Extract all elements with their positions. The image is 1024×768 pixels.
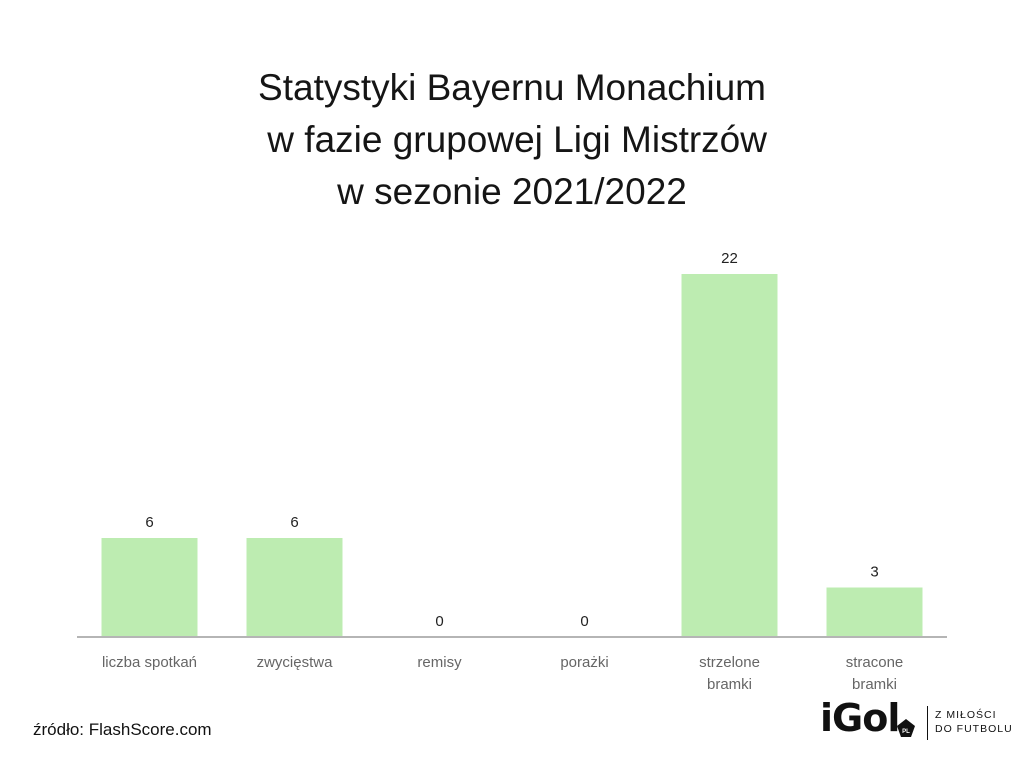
football-pitch-icon: PL [897,719,915,737]
value-label-1: 6 [290,514,298,531]
category-label-4-line-1: bramki [707,676,752,693]
logo-tagline: Z MIŁOŚCI DO FUTBOLU [935,708,1013,736]
bars-group [101,274,923,637]
value-label-4: 22 [721,250,738,267]
bar-0 [101,538,198,637]
chart-title-line-1: Statystyki Bayernu Monachium [258,67,766,108]
value-label-2: 0 [435,613,443,630]
category-label-4-line-0: strzelone [699,654,760,671]
chart-title-line-2: w fazie grupowej Ligi Mistrzów [257,119,767,160]
category-label-3: porażki [560,654,608,671]
category-label-0: liczba spotkań [102,654,197,671]
logo-wordmark: iGol [820,696,900,740]
category-label-5-line-0: stracone [846,654,904,671]
bar-1 [246,538,343,637]
logo-tagline-line-1: Z MIŁOŚCI [935,709,997,721]
value-label-0: 6 [145,514,153,531]
logo-tagline-line-2: DO FUTBOLU [935,723,1013,735]
igol-logo: iGol PL Z MIŁOŚCI DO FUTBOLU [820,696,1013,744]
value-label-5: 3 [870,564,878,581]
logo-divider [927,706,928,740]
value-labels-group: 6 6 0 0 22 3 [145,250,878,630]
bar-4 [681,274,778,637]
value-label-3: 0 [580,613,588,630]
source-note: źródło: FlashScore.com [33,720,212,739]
category-label-5-line-1: bramki [852,676,897,693]
chart-title-line-3: w sezonie 2021/2022 [337,171,687,212]
category-labels-group: liczba spotkań zwycięstwa remisy porażki str… [102,654,903,693]
logo-badge-text: PL [902,729,910,735]
chart-title: Statystyki Bayernu Monachium w fazie gru… [0,62,1024,218]
category-label-2: remisy [417,654,462,671]
bar-5 [826,587,923,637]
category-label-1: zwycięstwa [257,654,334,671]
